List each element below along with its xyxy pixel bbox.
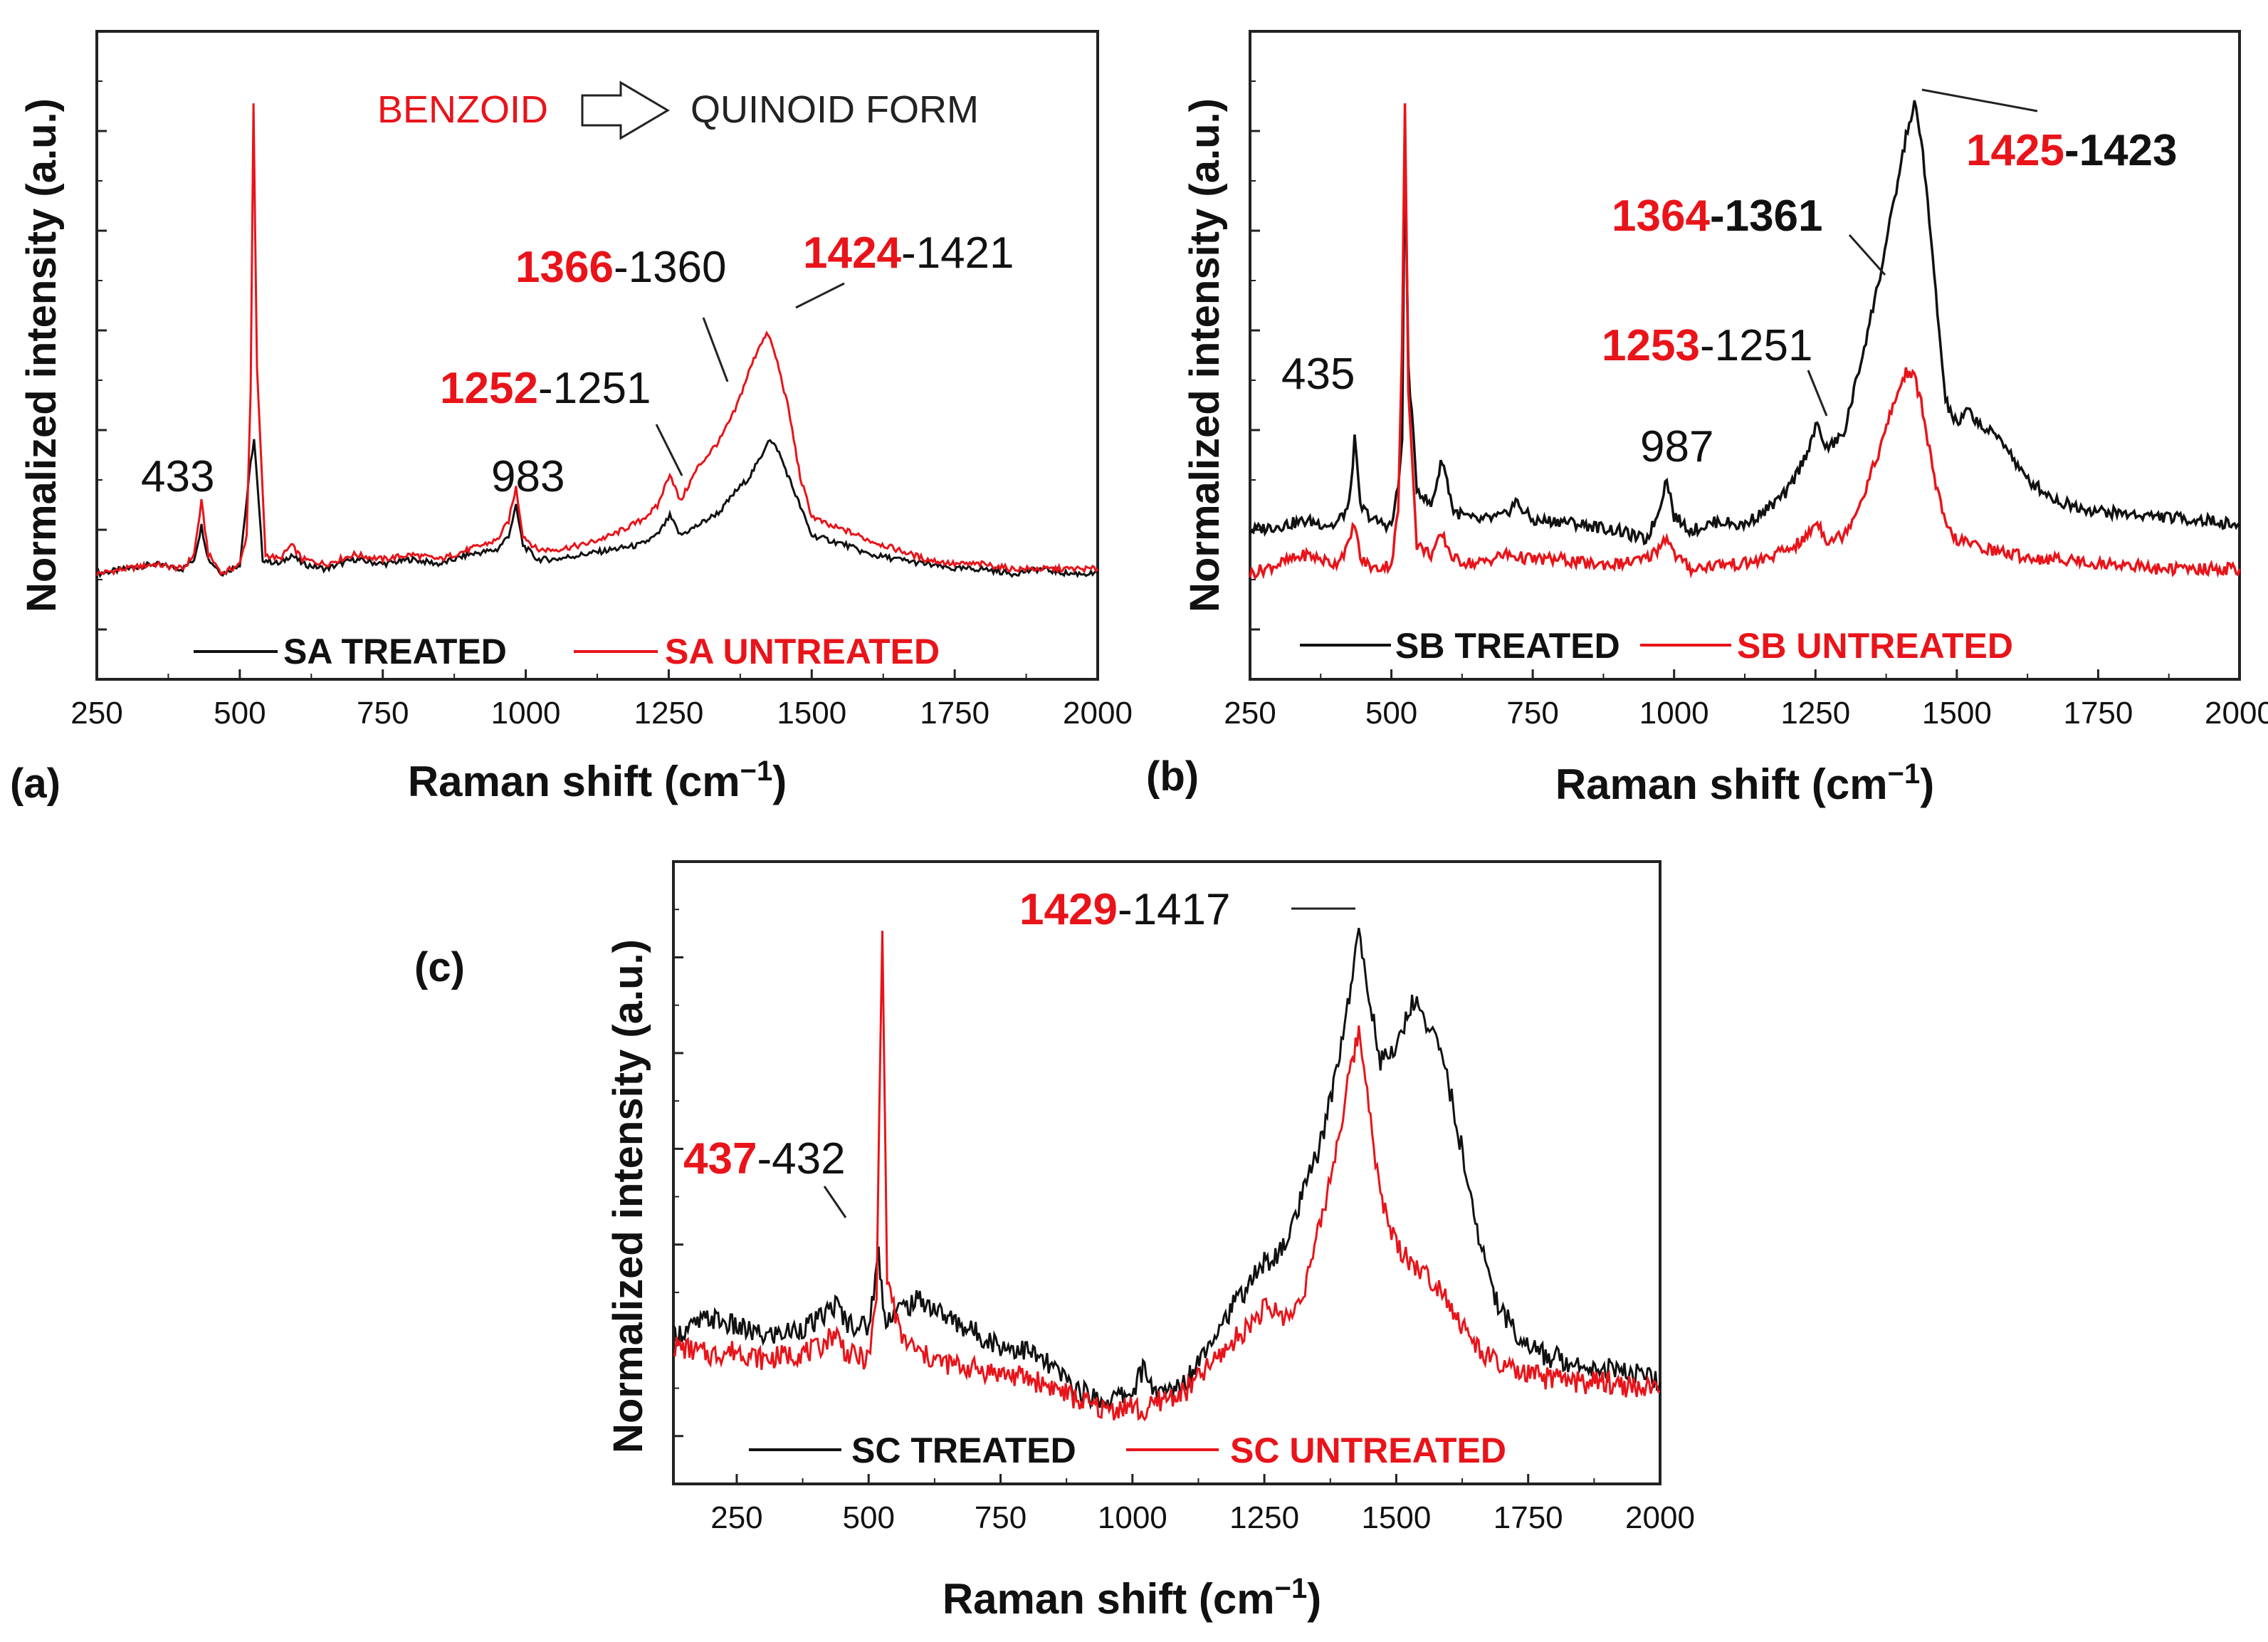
leader-line	[1807, 370, 1828, 417]
peak-label-435: 435	[1281, 350, 1355, 399]
y-axis-label: Normalized intensity (a.u.)	[605, 939, 651, 1453]
x-tick-label: 1250	[1780, 696, 1850, 731]
legend-label-sb-untreated: SB UNTREATED	[1737, 626, 2013, 666]
x-tick-label: 2000	[1063, 696, 1133, 731]
x-tick-label: 750	[357, 696, 409, 731]
x-tick-label: 1750	[2063, 696, 2133, 731]
leader-line	[823, 1186, 847, 1218]
peak-label-1253: 1253-1251	[1602, 321, 1813, 370]
series-line-sb-untreated	[1249, 103, 2241, 580]
peak-label-987: 987	[1640, 422, 1713, 471]
x-tick-label: 1000	[491, 696, 561, 731]
peak-label-1252: 1252-1251	[440, 364, 651, 413]
x-tick-label: 2000	[1625, 1500, 1695, 1535]
panel-label: (b)	[1146, 753, 1199, 800]
x-tick-label: 250	[1224, 696, 1276, 731]
panel-a: 250 500 750 1000 1250 1500 1750 2000 (a) Raman …	[10, 30, 1133, 807]
x-tick-label: 1500	[1922, 696, 1992, 731]
peak-label-1364: 1364-1361	[1612, 192, 1823, 241]
panel-label: (c)	[414, 944, 465, 990]
x-tick-label: 500	[843, 1500, 895, 1535]
leader-line	[1921, 88, 2038, 113]
panel-label: (a)	[10, 760, 61, 807]
x-tick-label: 500	[1365, 696, 1417, 731]
x-ticks: 250 500 750 1000 1250 1500 1750 2000	[1224, 30, 2268, 731]
x-tick-label: 1500	[1361, 1500, 1431, 1535]
x-tick-label: 1000	[1639, 696, 1709, 731]
panel-c: 250 500 750 1000 1250 1500 1750 2000 (c) Raman …	[414, 860, 1695, 1623]
peak-label-1429: 1429-1417	[1019, 885, 1231, 934]
quinoid-label: QUINOID FORM	[691, 88, 979, 131]
x-tick-label: 500	[214, 696, 266, 731]
x-tick-label: 1750	[1493, 1500, 1563, 1535]
peak-label-1425: 1425-1423	[1966, 126, 2178, 175]
x-tick-label: 1250	[634, 696, 703, 731]
peak-label-437: 437-432	[683, 1134, 846, 1183]
panel-b: 250 500 750 1000 1250 1500 1750 2000 (b) Raman …	[1146, 30, 2268, 808]
x-ticks: 250 500 750 1000 1250 1500 1750 2000	[673, 860, 1695, 1535]
x-tick-label: 750	[975, 1500, 1027, 1535]
arrow-right-icon	[581, 80, 670, 140]
series-line-sa-untreated	[95, 103, 1099, 576]
x-axis-label: Raman shift (cm−1)	[943, 1573, 1321, 1623]
legend-label-sa-untreated: SA UNTREATED	[665, 632, 940, 671]
legend-label-sb-treated: SB TREATED	[1395, 626, 1620, 666]
leader-line	[655, 424, 683, 476]
x-ticks: 250 500 750 1000 1250 1500 1750 2000	[70, 30, 1133, 731]
leader-line	[702, 317, 729, 382]
peak-label-983: 983	[491, 452, 565, 501]
x-tick-label: 1250	[1229, 1500, 1299, 1535]
x-tick-label: 750	[1506, 696, 1558, 731]
benzoid-label: BENZOID	[377, 88, 548, 131]
x-axis-label: Raman shift (cm−1)	[1555, 758, 1934, 808]
x-tick-label: 1750	[920, 696, 989, 731]
x-tick-label: 1000	[1098, 1500, 1167, 1535]
x-tick-label: 2000	[2205, 696, 2268, 731]
series-line-sa-treated	[95, 439, 1099, 579]
peak-label-433: 433	[141, 452, 214, 501]
leader-line	[1848, 234, 1886, 276]
leader-line	[795, 282, 845, 309]
x-tick-label: 250	[70, 696, 122, 731]
legend-label-sc-treated: SC TREATED	[851, 1431, 1076, 1470]
series-line-sc-untreated	[673, 931, 1661, 1422]
y-axis-label: Normalized intensity (a.u.)	[19, 98, 65, 612]
y-axis-label: Normalized intensity (a.u.)	[1182, 98, 1228, 612]
legend-label-sc-untreated: SC UNTREATED	[1230, 1431, 1506, 1470]
legend-label-sa-treated: SA TREATED	[283, 632, 507, 671]
x-tick-label: 1500	[777, 696, 846, 731]
series-line-sc-treated	[672, 928, 1661, 1411]
x-axis-label: Raman shift (cm−1)	[408, 755, 787, 805]
peak-label-1424: 1424-1421	[803, 229, 1014, 278]
x-tick-label: 250	[710, 1500, 762, 1535]
peak-label-1366: 1366-1360	[515, 243, 727, 292]
plot-frame	[672, 860, 1661, 1485]
series-line-sb-treated	[1249, 100, 2240, 545]
